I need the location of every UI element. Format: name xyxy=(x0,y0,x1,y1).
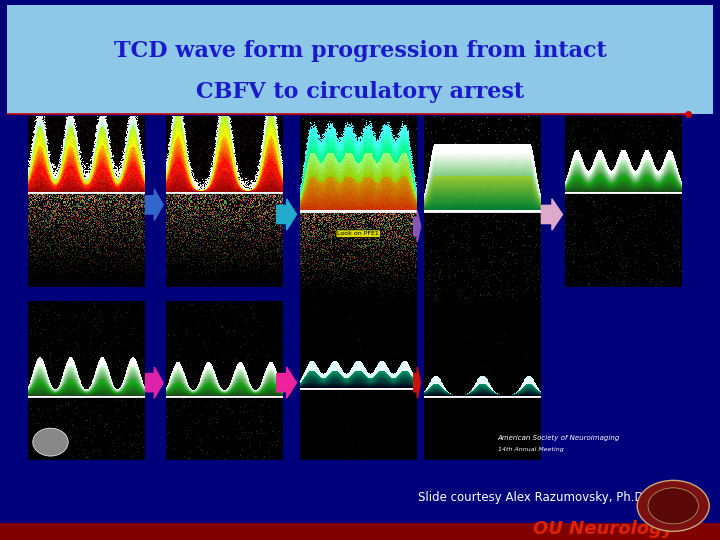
FancyArrow shape xyxy=(541,199,562,230)
FancyArrow shape xyxy=(413,367,420,399)
Ellipse shape xyxy=(637,481,709,531)
Text: American Society of Neuroimaging: American Society of Neuroimaging xyxy=(498,435,620,441)
FancyArrow shape xyxy=(145,367,163,399)
Text: Slide courtesy Alex Razumovsky, Ph.D: Slide courtesy Alex Razumovsky, Ph.D xyxy=(418,491,643,504)
FancyArrow shape xyxy=(276,367,297,399)
Text: 14th Annual Meeting: 14th Annual Meeting xyxy=(498,448,563,453)
Text: TCD wave form progression from intact: TCD wave form progression from intact xyxy=(114,40,606,62)
FancyArrow shape xyxy=(145,189,163,220)
FancyArrow shape xyxy=(413,211,420,242)
Ellipse shape xyxy=(648,488,698,524)
FancyBboxPatch shape xyxy=(7,5,713,113)
Text: CBFV to circulatory arrest: CBFV to circulatory arrest xyxy=(196,81,524,103)
Text: OU Neurology: OU Neurology xyxy=(533,521,673,538)
FancyArrow shape xyxy=(276,199,297,230)
FancyBboxPatch shape xyxy=(0,523,720,540)
